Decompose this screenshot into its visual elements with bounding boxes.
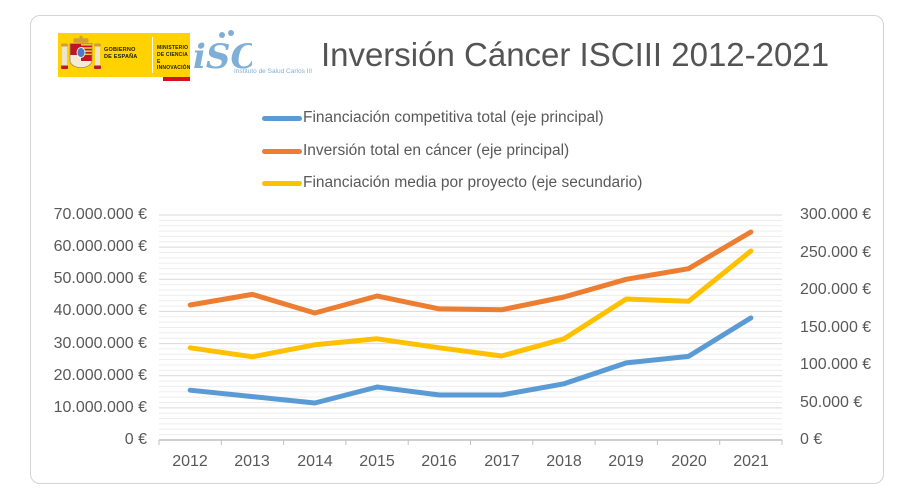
secondary-y-tick-label: 100.000 €: [800, 356, 872, 373]
chart-frame: [30, 15, 884, 484]
primary-y-tick-label: 50.000.000 €: [53, 270, 147, 287]
primary-y-tick-label: 0 €: [124, 431, 147, 448]
isciii-glyph-icon: iSC: [193, 30, 252, 77]
x-tick-label: 2012: [172, 453, 208, 470]
x-tick-label: 2017: [484, 453, 520, 470]
legend-item-inversion-total: Inversión total en cáncer (eje principal…: [262, 141, 569, 161]
series-line-2: [187, 248, 754, 360]
x-tick-label: 2016: [421, 453, 457, 470]
secondary-y-tick-label: 0 €: [800, 431, 823, 448]
primary-y-tick-label: 20.000.000 €: [53, 367, 147, 384]
isciii-caption: Instituto de Salud Carlos III: [234, 68, 313, 75]
secondary-y-tick-label: 300.000 €: [800, 206, 872, 223]
legend-item-media-proyecto: Financiación media por proyecto (eje sec…: [262, 173, 642, 193]
secondary-y-tick-label: 200.000 €: [800, 281, 872, 298]
legend-marker: [262, 148, 302, 154]
x-tick-label: 2014: [297, 453, 333, 470]
series-line-0: [187, 315, 754, 406]
legend-label: Financiación media por proyecto (eje sec…: [303, 174, 643, 191]
gobierno-espana-logo: GOBIERNO DE ESPAÑA MINISTERIO DE CIENCIA…: [58, 33, 190, 77]
svg-text:iSC: iSC: [193, 37, 252, 77]
x-tick-label: 2020: [671, 453, 707, 470]
x-tick-label: 2013: [234, 453, 270, 470]
secondary-y-tick-label: 250.000 €: [800, 244, 872, 261]
spain-coat-of-arms-icon: [61, 35, 101, 69]
series-line-1: [187, 229, 754, 316]
primary-y-tick-label: 30.000.000 €: [53, 335, 147, 352]
ministerio-ciencia-label: MINISTERIO DE CIENCIA E INNOVACIÓN: [157, 45, 191, 72]
chart-title: Inversión Cáncer ISCIII 2012-2021: [320, 36, 830, 73]
x-tick-label: 2018: [546, 453, 582, 470]
legend-marker: [262, 180, 302, 186]
x-tick-label: 2019: [608, 453, 644, 470]
x-tick-label: 2021: [733, 453, 769, 470]
legend-label: Financiación competitiva total (eje prin…: [303, 109, 604, 126]
gobierno-espana-label: GOBIERNO DE ESPAÑA: [104, 47, 138, 60]
legend-item-competitiva: Financiación competitiva total (eje prin…: [262, 108, 604, 128]
legend-marker: [262, 115, 302, 121]
logo-red-accent: [163, 77, 190, 81]
primary-y-tick-label: 60.000.000 €: [53, 238, 147, 255]
legend-label: Inversión total en cáncer (eje principal…: [303, 142, 570, 159]
x-tick-label: 2015: [359, 453, 395, 470]
secondary-y-tick-label: 50.000 €: [800, 394, 863, 411]
primary-y-tick-label: 40.000.000 €: [53, 302, 147, 319]
secondary-y-tick-label: 150.000 €: [800, 319, 872, 336]
primary-y-tick-label: 10.000.000 €: [53, 399, 147, 416]
isciii-logo: iSC Instituto de Salud Carlos III: [192, 28, 312, 80]
primary-y-tick-label: 70.000.000 €: [53, 206, 147, 223]
logo-divider: [152, 37, 153, 73]
